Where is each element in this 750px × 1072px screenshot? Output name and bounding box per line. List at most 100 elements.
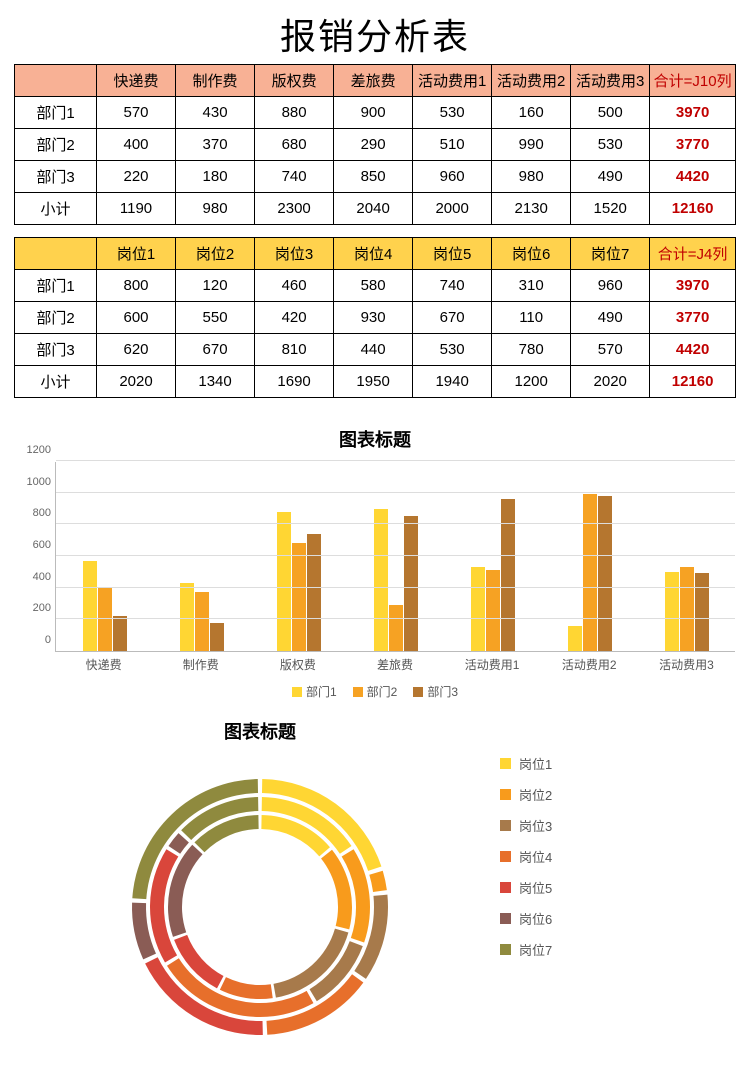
cell: 420 [255,302,334,334]
row-name: 部门2 [15,302,97,334]
table2-body: 部门18001204605807403109603970部门2600550420… [15,270,736,398]
table-row: 部门18001204605807403109603970 [15,270,736,302]
bar-group [541,462,638,651]
row-name: 部门1 [15,270,97,302]
table-row: 部门32201807408509609804904420 [15,161,736,193]
cell: 900 [334,97,413,129]
cell: 1950 [334,366,413,398]
cell: 570 [97,97,176,129]
donut-legend-item: 岗位6 [500,903,552,934]
cell: 310 [492,270,571,302]
row-total: 12160 [650,366,736,398]
table-corner-cell [15,65,97,97]
cell: 2020 [97,366,176,398]
legend-label: 岗位3 [519,816,552,835]
bar [292,543,306,651]
legend-swatch [500,789,511,800]
xtick-label: 活动费用2 [541,652,638,673]
xtick-label: 快递费 [55,652,152,673]
gridline [56,460,735,461]
col-header: 岗位4 [334,238,413,270]
cell: 2130 [492,193,571,225]
cell: 580 [334,270,413,302]
row-total: 4420 [650,161,736,193]
cell: 2040 [334,193,413,225]
cell: 960 [413,161,492,193]
legend-item: 部门2 [353,683,398,700]
gridline [56,618,735,619]
row-total: 3770 [650,129,736,161]
col-header: 岗位1 [97,238,176,270]
cell: 810 [255,334,334,366]
legend-swatch [500,882,511,893]
cell: 440 [334,334,413,366]
donut-legend-item: 岗位1 [500,748,552,779]
bar [471,567,485,651]
legend-swatch [500,758,511,769]
cell: 460 [255,270,334,302]
ytick-label: 200 [33,602,51,614]
bar [195,592,209,651]
cell: 980 [176,193,255,225]
row-name: 部门1 [15,97,97,129]
cell: 510 [413,129,492,161]
bar [277,512,291,651]
xtick-label: 活动费用3 [638,652,735,673]
total-header: 合计=J10列 [650,65,736,97]
legend-swatch [413,687,423,697]
bar [180,583,194,651]
col-header: 岗位6 [492,238,571,270]
cell: 1190 [97,193,176,225]
cell: 600 [97,302,176,334]
cell: 620 [97,334,176,366]
cell: 110 [492,302,571,334]
bar-group [250,462,347,651]
legend-swatch [500,913,511,924]
col-header: 岗位2 [176,238,255,270]
cell: 550 [176,302,255,334]
bar [83,561,97,651]
row-name: 部门3 [15,334,97,366]
legend-swatch [292,687,302,697]
legend-label: 部门1 [306,683,337,700]
col-header: 岗位7 [571,238,650,270]
legend-swatch [500,820,511,831]
cell: 2000 [413,193,492,225]
row-total: 3970 [650,270,736,302]
row-total: 12160 [650,193,736,225]
cell: 530 [571,129,650,161]
legend-label: 岗位4 [519,847,552,866]
bar-chart: 图表标题 020040060080010001200 快递费制作费版权费差旅费活… [15,420,735,718]
row-name: 部门2 [15,129,97,161]
bar [210,623,224,652]
table-row: 部门36206708104405307805704420 [15,334,736,366]
legend-item: 部门3 [413,683,458,700]
bar-group [444,462,541,651]
donut-arc [220,977,273,999]
col-header: 活动费用1 [413,65,492,97]
gridline [56,555,735,556]
legend-label: 岗位6 [519,909,552,928]
gridline [56,587,735,588]
legend-label: 岗位5 [519,878,552,897]
cell: 960 [571,270,650,302]
cell: 800 [97,270,176,302]
donut-arc [132,779,258,899]
bar-legend: 部门1 部门2 部门3 [15,673,735,718]
row-name: 小计 [15,193,97,225]
bar [404,516,418,651]
cell: 220 [97,161,176,193]
donut-legend: 岗位1岗位2岗位3岗位4岗位5岗位6岗位7 [500,718,552,1052]
col-header: 岗位3 [255,238,334,270]
legend-swatch [353,687,363,697]
bar [568,626,582,651]
bar [598,496,612,651]
cell: 780 [492,334,571,366]
legend-swatch [500,944,511,955]
xtick-label: 差旅费 [346,652,443,673]
donut-arc [369,871,387,892]
cell: 400 [97,129,176,161]
bar-chart-title: 图表标题 [15,420,735,462]
table-row: 部门24003706802905109905303770 [15,129,736,161]
bar [307,534,321,651]
